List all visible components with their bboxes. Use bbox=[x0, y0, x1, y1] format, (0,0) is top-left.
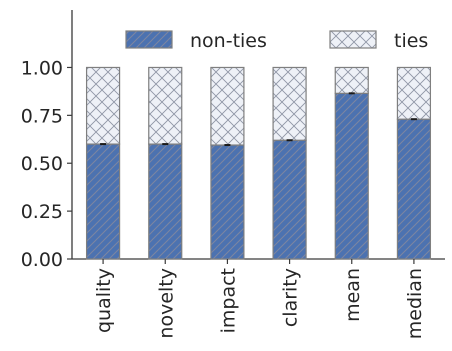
y-ticks: 0.00 0.25 0.50 0.75 1.00 bbox=[21, 57, 72, 271]
x-tick-label-clarity: clarity bbox=[280, 268, 302, 327]
axes bbox=[71, 10, 445, 260]
x-tick-label-novelty: novelty bbox=[155, 268, 177, 339]
x-tick-label-median: median bbox=[404, 268, 426, 339]
y-tick-label: 0.25 bbox=[21, 201, 63, 223]
bar-non-ties-novelty bbox=[148, 143, 183, 260]
legend-swatch-non-ties bbox=[125, 30, 173, 49]
x-ticks: quality novelty impact clarity mean median bbox=[93, 259, 426, 339]
bar-ties-novelty bbox=[148, 66, 183, 145]
bar-ties-clarity bbox=[272, 66, 307, 141]
bar-non-ties-clarity bbox=[272, 139, 307, 260]
x-tick-label-impact: impact bbox=[217, 268, 239, 333]
legend: non-ties ties bbox=[125, 30, 428, 52]
bar-non-ties-quality bbox=[85, 143, 121, 260]
y-tick-label: 0.50 bbox=[21, 153, 63, 175]
x-tick-label-quality: quality bbox=[93, 268, 115, 333]
y-tick-label: 0.00 bbox=[21, 249, 63, 271]
y-tick-label: 1.00 bbox=[21, 57, 63, 79]
legend-swatch-ties bbox=[329, 30, 377, 49]
x-tick-label-mean: mean bbox=[342, 268, 364, 322]
bar-non-ties-impact bbox=[210, 144, 245, 260]
bar-non-ties-mean bbox=[334, 92, 369, 260]
bar-ties-quality bbox=[85, 66, 121, 145]
bars bbox=[85, 66, 432, 260]
bar-ties-mean bbox=[334, 66, 369, 94]
bar-ties-median bbox=[396, 66, 432, 120]
bar-non-ties-median bbox=[396, 118, 432, 260]
bar-ties-impact bbox=[210, 66, 245, 146]
legend-label-non-ties: non-ties bbox=[190, 30, 267, 52]
legend-label-ties: ties bbox=[394, 30, 428, 52]
y-tick-label: 0.75 bbox=[21, 105, 63, 127]
